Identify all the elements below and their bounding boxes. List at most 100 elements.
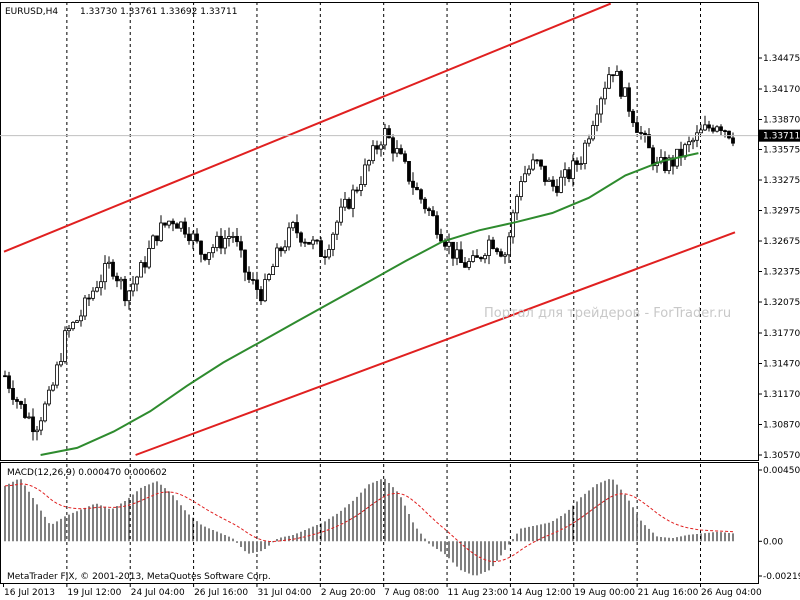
x-tick-label: 11 Aug 23:00 — [448, 588, 509, 598]
candle-body — [563, 169, 567, 178]
y-tick-label: 1.31170 — [763, 390, 800, 400]
candle-body — [27, 416, 31, 419]
x-tick-label: 14 Aug 12:00 — [511, 588, 572, 598]
candle-body — [59, 361, 63, 366]
candle-body — [63, 330, 67, 362]
candle-body — [447, 241, 451, 247]
macd-panel-border — [0, 462, 759, 584]
candle-body — [587, 138, 591, 144]
price-panel-border — [0, 2, 759, 461]
candle-body — [151, 235, 155, 249]
macd-y-tick-label: 0.00 — [763, 537, 783, 547]
candle-body — [547, 179, 551, 182]
candle-body — [507, 236, 511, 256]
macd-y-tick-label: -0.002192 — [763, 572, 800, 582]
candle-body — [79, 315, 83, 322]
candle-body — [583, 142, 587, 165]
candle-body — [723, 130, 727, 132]
candle-body — [511, 212, 515, 238]
macd-signal-line — [4, 483, 734, 563]
candle-body — [307, 241, 311, 245]
candle-body — [539, 159, 543, 167]
candle-body — [179, 221, 183, 229]
x-tick-label: 26 Jul 16:00 — [194, 588, 248, 598]
candle-body — [483, 255, 487, 260]
candle-body — [19, 401, 23, 405]
candle-body — [591, 125, 595, 140]
candle-body — [195, 233, 199, 242]
y-tick-label: 1.30570 — [763, 451, 800, 461]
candle-body — [175, 223, 179, 229]
candle-body — [567, 169, 571, 180]
candle-body — [47, 389, 51, 405]
y-tick-label: 1.31470 — [763, 360, 800, 370]
candle-body — [611, 74, 615, 77]
candle-body — [291, 222, 295, 229]
candle-body — [263, 279, 267, 302]
candle-body — [107, 261, 111, 264]
candle-body — [531, 159, 535, 170]
candle-body — [559, 176, 563, 193]
candle-body — [631, 110, 635, 124]
candle-body — [339, 206, 343, 223]
candle-body — [703, 124, 707, 131]
candle-body — [499, 251, 503, 257]
candle-body — [323, 256, 327, 258]
candle-body — [315, 239, 319, 242]
candle-body — [691, 139, 695, 143]
candle-body — [407, 161, 411, 182]
candle-body — [3, 375, 7, 378]
candle-body — [23, 404, 27, 418]
candle-body — [183, 221, 187, 235]
candle-body — [347, 198, 351, 209]
candle-body — [383, 128, 387, 146]
y-tick-label: 1.32975 — [763, 206, 800, 216]
x-tick-label: 2 Aug 20:00 — [321, 588, 376, 598]
candle-body — [143, 262, 147, 268]
candle-body — [579, 163, 583, 166]
candle-body — [119, 278, 123, 282]
candle-body — [271, 266, 275, 275]
candle-body — [527, 168, 531, 175]
candle-body — [727, 130, 731, 139]
candle-body — [399, 148, 403, 155]
candle-body — [39, 420, 43, 431]
x-tick-label: 26 Aug 04:00 — [701, 588, 762, 598]
candle-body — [111, 261, 115, 277]
trend-line — [135, 231, 736, 456]
candle-body — [191, 233, 195, 242]
candle-body — [275, 247, 279, 267]
candle-body — [491, 239, 495, 250]
candle-body — [211, 247, 215, 254]
x-tick-label: 21 Aug 16:00 — [638, 588, 699, 598]
candle-body — [715, 126, 719, 132]
candle-body — [11, 388, 15, 400]
candle-body — [103, 263, 107, 283]
candle-body — [699, 129, 703, 134]
candle-body — [163, 222, 167, 226]
candle-body — [595, 113, 599, 126]
candle-body — [311, 239, 315, 245]
candle-body — [667, 157, 671, 171]
candle-body — [231, 236, 235, 238]
candle-body — [607, 74, 611, 89]
candle-body — [167, 220, 171, 226]
candle-body — [259, 289, 263, 302]
candle-body — [327, 249, 331, 258]
candle-body — [643, 132, 647, 135]
candle-body — [435, 215, 439, 235]
candle-body — [403, 153, 407, 162]
chart-frame — [0, 2, 759, 584]
candle-body — [235, 236, 239, 243]
candle-body — [135, 276, 139, 285]
candle-body — [171, 220, 175, 225]
candle-body — [387, 128, 391, 139]
candle-body — [395, 148, 399, 154]
candle-body — [227, 236, 231, 239]
candle-body — [419, 189, 423, 200]
price-axis: 1.34475 1.34170 1.33870 1.33575 1.33275 1.329… — [0, 54, 800, 461]
candle-body — [7, 375, 11, 389]
candle-body — [475, 255, 479, 258]
candle-body — [87, 297, 91, 300]
